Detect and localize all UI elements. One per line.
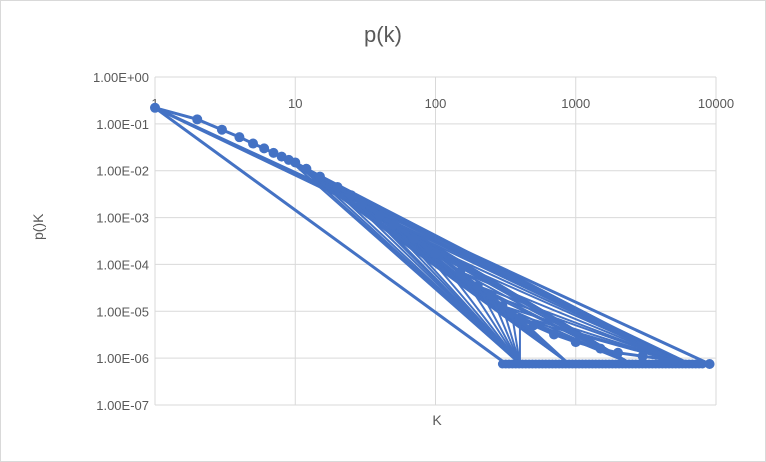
data-point — [528, 320, 539, 331]
x-tick-label: 100 — [425, 96, 447, 111]
data-point — [301, 163, 312, 174]
data-point — [697, 359, 707, 369]
y-tick-label: 1.00E-03 — [96, 211, 149, 226]
data-point — [455, 266, 466, 277]
series-line — [154, 106, 508, 366]
series-line — [490, 294, 521, 365]
series-layer — [150, 102, 715, 369]
data-point — [704, 358, 715, 369]
data-point — [234, 132, 245, 143]
data-point — [248, 138, 259, 149]
series-line — [459, 270, 686, 365]
series-line — [510, 313, 521, 365]
gridlines — [154, 76, 717, 406]
data-point — [595, 343, 606, 354]
data-point — [314, 171, 325, 182]
data-point — [357, 198, 368, 209]
data-point — [192, 114, 203, 125]
data-point — [549, 329, 560, 340]
y-tick-label: 1.00E-06 — [96, 351, 149, 366]
series-line — [434, 253, 521, 365]
y-tick-label: 1.00E-05 — [96, 304, 149, 319]
data-point — [612, 347, 623, 358]
x-tick-label: 10 — [288, 96, 302, 111]
y-tick-label: 1.00E-01 — [96, 117, 149, 132]
y-tick-label: 1.00E-07 — [96, 398, 149, 413]
chart-title: p(k) — [364, 22, 402, 47]
x-tick-label: 10000 — [698, 96, 734, 111]
series-line — [413, 238, 521, 365]
series-line — [490, 294, 686, 365]
data-point — [216, 124, 227, 135]
data-point — [374, 210, 385, 221]
data-point — [514, 313, 525, 324]
data-point — [506, 308, 517, 319]
data-point — [486, 290, 497, 301]
data-point — [332, 181, 343, 192]
data-point — [668, 355, 679, 366]
series-line — [519, 317, 571, 365]
data-point — [150, 102, 160, 113]
x-axis-label: K — [432, 412, 442, 428]
tick-labels: 1.00E+00 1.00E-01 1.00E-02 1.00E-03 1.00E-04… — [93, 70, 734, 413]
data-point — [637, 351, 648, 362]
data-point — [430, 248, 441, 259]
y-tick-label: 1.00E-02 — [96, 164, 149, 179]
data-point — [346, 190, 357, 201]
data-point — [497, 300, 508, 311]
series-line — [392, 224, 521, 365]
y-tick-label: 1.00E-04 — [96, 257, 149, 272]
series-line — [519, 317, 686, 365]
series-line — [435, 252, 686, 365]
series-line — [476, 285, 521, 365]
series-line — [459, 271, 521, 365]
data-point — [388, 219, 399, 230]
series-line — [501, 305, 521, 365]
data-point — [268, 147, 279, 158]
data-point — [290, 157, 301, 168]
data-point — [408, 233, 419, 244]
data-point — [472, 280, 483, 291]
y-tick-label: 1.00E+00 — [93, 70, 149, 85]
x-tick-label: 1000 — [561, 96, 590, 111]
data-point — [570, 337, 581, 348]
data-point — [259, 143, 270, 154]
